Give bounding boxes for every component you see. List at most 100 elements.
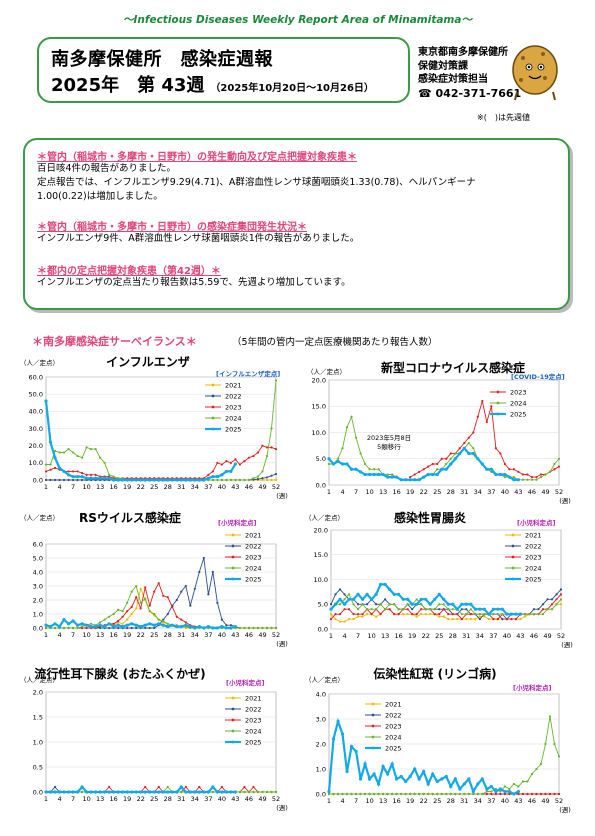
- data-point-2025: [369, 597, 374, 601]
- legend-marker: [371, 702, 375, 706]
- data-point-2024: [229, 478, 233, 482]
- data-point-2024: [327, 462, 331, 466]
- y-tick-label: 1.5: [33, 713, 43, 721]
- legend-label: 2025: [245, 738, 262, 746]
- data-point-2023: [247, 456, 251, 459]
- data-point-2025: [66, 473, 71, 477]
- data-point-2024: [384, 608, 387, 611]
- x-tick-label: 28: [449, 632, 457, 640]
- data-point-2024: [108, 615, 111, 618]
- legend-label: 2025: [510, 410, 527, 418]
- news-line: インフルエンザ9件、A群溶血性レンサ球菌咽頭炎1件の報告がありました。: [37, 233, 360, 244]
- series-line-2024: [329, 716, 560, 795]
- data-point-2025: [206, 625, 210, 629]
- data-point-2021: [447, 618, 450, 621]
- data-point-2024: [356, 608, 360, 611]
- x-tick-label: 16: [393, 797, 401, 805]
- x-tick-label: 43: [231, 795, 239, 803]
- data-point-2025: [349, 467, 354, 471]
- data-point-2023: [49, 468, 52, 471]
- data-point-2025: [188, 625, 192, 629]
- data-point-2024: [108, 473, 111, 476]
- data-point-2025: [401, 597, 405, 601]
- data-point-2025: [193, 478, 197, 482]
- data-point-2025: [48, 790, 53, 794]
- data-point-2025: [467, 451, 471, 456]
- data-point-2025: [471, 789, 475, 794]
- x-tick-label: 19: [408, 632, 416, 640]
- data-point-2023: [485, 792, 488, 796]
- x-tick-label: 46: [528, 488, 536, 496]
- y-tick-label: 0.0: [33, 788, 43, 796]
- data-point-2023: [184, 621, 187, 624]
- y-tick-label: 5.0: [316, 455, 326, 463]
- data-point-2024: [436, 792, 439, 796]
- data-point-2024: [256, 626, 260, 630]
- x-tick-label: 25: [150, 483, 158, 491]
- data-point-2021: [361, 615, 364, 618]
- x-tick-label: 31: [460, 488, 468, 496]
- data-point-2025: [89, 476, 93, 480]
- data-point-2024: [58, 451, 61, 454]
- data-point-2024: [445, 462, 448, 466]
- data-point-2023: [557, 792, 561, 796]
- data-point-2025: [363, 762, 367, 766]
- data-point-2025: [505, 612, 509, 616]
- data-point-2025: [435, 779, 439, 784]
- data-point-2024: [521, 780, 525, 783]
- data-point-2024: [370, 608, 373, 611]
- data-point-2025: [125, 790, 129, 794]
- legend-marker: [231, 555, 235, 559]
- data-point-2024: [359, 452, 362, 455]
- data-point-2025: [53, 622, 57, 626]
- series-line-2022: [46, 557, 276, 629]
- data-point-2023: [121, 615, 124, 618]
- y-unit-label: （人／定点）: [20, 675, 59, 684]
- data-point-2022: [211, 570, 214, 574]
- data-point-2021: [456, 618, 459, 621]
- legend-marker: [231, 544, 235, 548]
- data-point-2025: [473, 607, 477, 611]
- data-point-2024: [265, 790, 269, 794]
- data-point-2025: [161, 478, 165, 482]
- data-point-2021: [487, 618, 490, 621]
- data-point-2025: [125, 478, 129, 482]
- mascot-icon: [512, 45, 558, 101]
- data-point-2023: [539, 473, 543, 476]
- y-unit-label: （人／定点）: [20, 358, 59, 367]
- x-tick-label: 52: [557, 632, 565, 640]
- mumps-chart: 0.0 0.5 1.0 1.5 2.0 1 4 7 10 13 16 19 22 25 28 31 34 37 40…: [20, 666, 288, 812]
- data-point-2025: [374, 592, 378, 596]
- data-point-2025: [342, 602, 347, 606]
- data-point-2025: [329, 607, 333, 611]
- data-point-2024: [424, 608, 427, 611]
- data-point-2023: [148, 604, 151, 607]
- x-tick-label: 52: [272, 483, 280, 491]
- data-point-2025: [48, 625, 53, 629]
- data-point-2025: [202, 478, 206, 482]
- data-point-2025: [152, 790, 156, 794]
- data-point-2025: [331, 462, 336, 466]
- data-point-2023: [517, 470, 520, 473]
- data-point-2025: [503, 789, 507, 794]
- data-point-2023: [175, 615, 178, 618]
- legend-label: 2022: [225, 392, 242, 400]
- data-point-2021: [374, 615, 378, 618]
- x-tick-label: 1: [327, 797, 331, 805]
- data-point-2023: [44, 470, 48, 473]
- data-point-2022: [166, 612, 169, 616]
- data-point-2025: [500, 607, 504, 611]
- gastroenteritis-chart: 0.0 5.0 10.0 15.0 20.0 1 4 7 10 13 16 19 22 25 28 31 34 3…: [305, 510, 573, 649]
- data-point-2023: [234, 458, 237, 461]
- data-point-2025: [206, 476, 210, 480]
- data-point-2023: [530, 792, 534, 796]
- data-point-2025: [84, 476, 89, 480]
- data-point-2024: [166, 622, 169, 625]
- data-point-2023: [499, 792, 502, 796]
- data-point-2025: [338, 597, 342, 601]
- data-point-2023: [458, 447, 461, 450]
- data-point-2024: [433, 608, 436, 611]
- data-point-2025: [489, 467, 493, 471]
- data-point-2024: [148, 610, 151, 613]
- x-tick-label: 19: [406, 488, 414, 496]
